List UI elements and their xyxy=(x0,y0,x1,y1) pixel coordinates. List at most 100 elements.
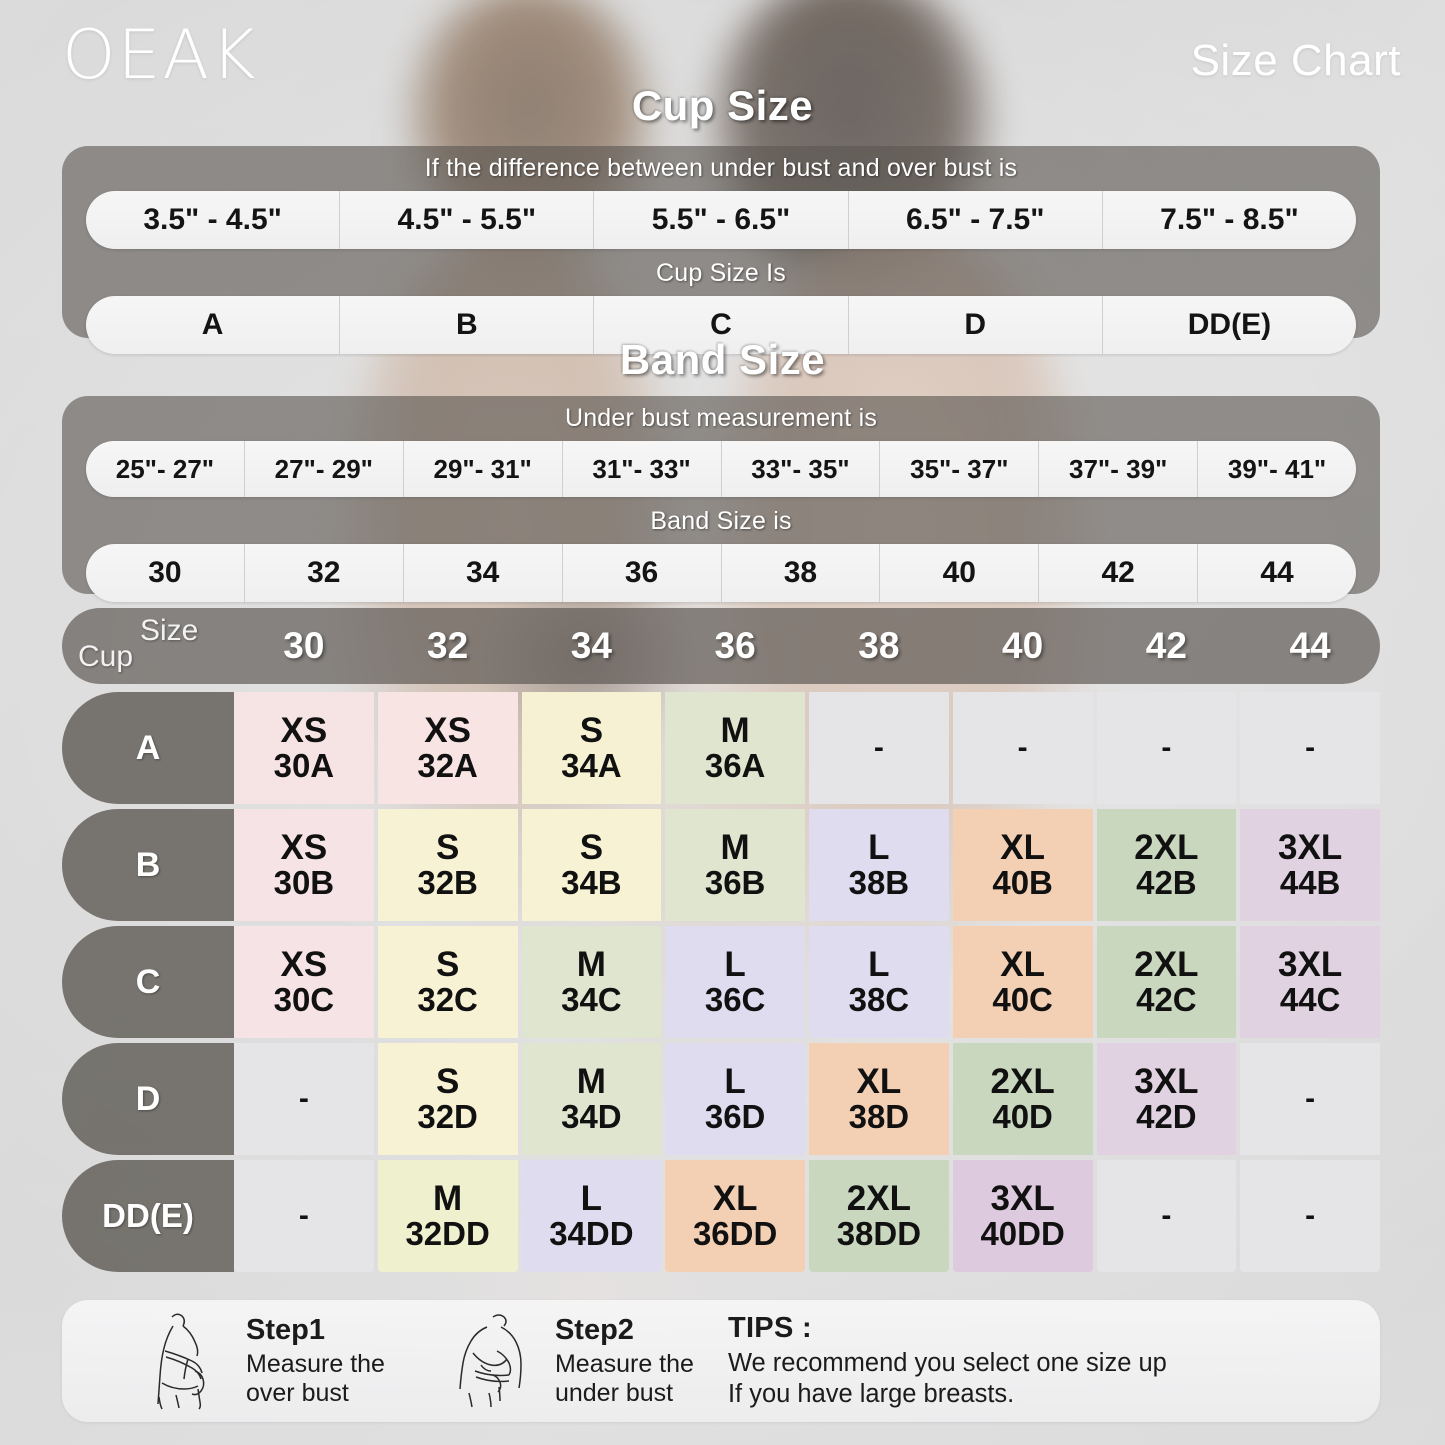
brand-logo: OEAK xyxy=(62,16,258,95)
matrix-cell-size: XS xyxy=(280,710,328,750)
band-value-cell-7: 44 xyxy=(1260,556,1294,589)
band-range-cell-2: 29"- 31" xyxy=(404,441,563,497)
matrix-cell-code: 38D xyxy=(848,1098,910,1136)
matrix-cell-code: 44C xyxy=(1279,981,1341,1019)
matrix-cell-code: 38C xyxy=(848,981,910,1019)
matrix-cell-size: 3XL xyxy=(1278,944,1343,984)
matrix-cell-code: 32B xyxy=(417,864,478,902)
matrix-cell-D-38: XL 38D xyxy=(809,1043,949,1155)
band-size-heading: Band Size xyxy=(619,336,826,383)
matrix-cell-size: S xyxy=(579,827,604,867)
matrix-cell-B-42: 2XL 42B xyxy=(1096,809,1237,921)
matrix-cell-DD(E)-32: M 32DD xyxy=(377,1160,518,1272)
matrix-cell-code: 30B xyxy=(273,864,335,902)
matrix-cell-size: M xyxy=(720,710,750,750)
matrix-row-cells: XS 30A XS 32A S 34A M 36A - - - - xyxy=(234,692,1380,804)
matrix-cell-size: L xyxy=(868,944,890,984)
matrix-cell-D-30: - xyxy=(234,1043,374,1155)
matrix-cell-size: - xyxy=(298,1082,309,1116)
matrix-cell-code: 36D xyxy=(704,1098,766,1136)
matrix-cell-size: XL xyxy=(1000,827,1045,867)
matrix-cell-size: XS xyxy=(280,944,328,984)
matrix-cell-B-40: XL 40B xyxy=(952,809,1093,921)
matrix-row-cells: XS 30B S 32B S 34B M 36B L 38B XL 40B 2XL 42B 3XL 44B xyxy=(234,809,1380,921)
cup-range-cell-0: 3.5" - 4.5" xyxy=(86,191,341,249)
matrix-corner-cup-label: Cup xyxy=(78,640,134,673)
band-size-panel: Under bust measurement is 25"- 27" 27"- 2… xyxy=(62,396,1380,602)
matrix-cell-code: 34B xyxy=(561,864,622,902)
matrix-cell-size: M xyxy=(576,944,606,984)
matrix-cell-DD(E)-30: - xyxy=(234,1160,374,1272)
matrix-cell-size: XL xyxy=(856,1061,902,1101)
matrix-cell-B-44: 3XL 44B xyxy=(1240,809,1380,921)
matrix-col-header-32: 32 xyxy=(427,625,469,666)
matrix-cell-A-38: - xyxy=(809,692,949,804)
cup-size-panel: If the difference between under bust and… xyxy=(62,146,1380,354)
matrix-cell-B-36: M 36B xyxy=(665,809,805,921)
matrix-row-cells: - M 32DD L 34DD XL 36DD 2XL 38DD 3XL 40DD - - xyxy=(234,1160,1380,1272)
band-value-cell-0: 30 xyxy=(86,544,245,602)
matrix-cell-size: XS xyxy=(424,710,471,750)
matrix-cell-code: 32A xyxy=(417,747,478,785)
footer-panel: Step1 Measure the over bust xyxy=(62,1300,1380,1422)
cup-value-cell-3: D xyxy=(849,296,1103,354)
matrix-cell-DD(E)-36: XL 36DD xyxy=(665,1160,805,1272)
matrix-cell-D-34: M 34D xyxy=(521,1043,662,1155)
matrix-cell-size: - xyxy=(1161,731,1172,765)
matrix-cell-size: 2XL xyxy=(1134,944,1199,984)
matrix-cell-C-36: L 36C xyxy=(665,926,805,1038)
matrix-cell-D-44: - xyxy=(1240,1043,1380,1155)
cup-value-row: A B C D DD(E) xyxy=(86,296,1356,354)
matrix-cell-code: 38B xyxy=(848,864,910,902)
step2-line1: Measure the xyxy=(554,1350,694,1378)
matrix-cell-size: M xyxy=(720,827,750,867)
matrix-cell-size: M xyxy=(433,1178,463,1218)
matrix-cell-code: 34D xyxy=(561,1098,622,1136)
matrix-cell-size: - xyxy=(1305,1199,1316,1233)
matrix-cell-code: 36B xyxy=(704,864,766,902)
matrix-cell-code: 36DD xyxy=(692,1215,778,1253)
band-range-cell-6: 37"- 39" xyxy=(1039,441,1199,497)
matrix-cell-D-42: 3XL 42D xyxy=(1096,1043,1237,1155)
matrix-cell-size: - xyxy=(873,731,884,765)
matrix-column-headers: 30 32 34 36 38 40 42 44 xyxy=(234,608,1380,684)
band-range-cell-4: 33"- 35" xyxy=(722,441,881,497)
matrix-cell-size: L xyxy=(580,1178,603,1218)
matrix-cell-size: 2XL xyxy=(990,1061,1055,1101)
matrix-cell-size: - xyxy=(1305,731,1316,765)
matrix-cell-A-32: XS 32A xyxy=(377,692,518,804)
matrix-cell-code: 30A xyxy=(273,747,335,785)
matrix-corner-size-label: Size xyxy=(140,614,199,647)
over-bust-measure-icon xyxy=(132,1309,240,1413)
matrix-cell-C-44: 3XL 44C xyxy=(1240,926,1380,1038)
step2-block: Step2 Measure the under bust xyxy=(441,1309,694,1413)
cup-range-cell-2: 5.5" - 6.5" xyxy=(594,191,849,249)
matrix-row: D - S 32D M 34D L 36D XL 38D 2XL 40D 3XL 42D - xyxy=(62,1043,1380,1155)
step2-title: Step2 xyxy=(554,1314,634,1346)
matrix-cell-DD(E)-42: - xyxy=(1096,1160,1237,1272)
matrix-cell-code: 36C xyxy=(704,981,766,1019)
matrix-cell-size: 2XL xyxy=(1134,827,1199,867)
band-value-cell-1: 32 xyxy=(245,544,404,602)
matrix-cell-size: S xyxy=(579,710,604,750)
matrix-cell-C-38: L 38C xyxy=(809,926,949,1038)
matrix-cell-D-40: 2XL 40D xyxy=(952,1043,1093,1155)
cup-value-cell-0: A xyxy=(86,296,341,354)
under-bust-measure-icon xyxy=(441,1309,549,1413)
step1-line1: Measure the xyxy=(246,1350,385,1378)
tips-block: TIPS : We recommend you select one size … xyxy=(728,1312,1167,1409)
matrix-cell-code: 30C xyxy=(273,981,335,1019)
matrix-cell-code: 44B xyxy=(1279,864,1341,902)
matrix-cell-code: 32DD xyxy=(405,1215,490,1253)
matrix-cell-code: 36A xyxy=(704,747,766,785)
band-value-cell-6: 42 xyxy=(1039,544,1199,602)
matrix-corner-cell: Size Cup xyxy=(62,608,234,684)
step2-text: Step2 Measure the under bust xyxy=(555,1314,694,1408)
matrix-cell-C-32: S 32C xyxy=(377,926,518,1038)
matrix-cell-size: XL xyxy=(1000,944,1045,984)
cup-range-cell-1: 4.5" - 5.5" xyxy=(340,191,595,249)
cup-range-cell-3: 6.5" - 7.5" xyxy=(849,191,1103,249)
matrix-cell-size: 3XL xyxy=(1134,1061,1199,1101)
matrix-cell-D-36: L 36D xyxy=(665,1043,805,1155)
step1-title: Step1 xyxy=(246,1314,325,1346)
